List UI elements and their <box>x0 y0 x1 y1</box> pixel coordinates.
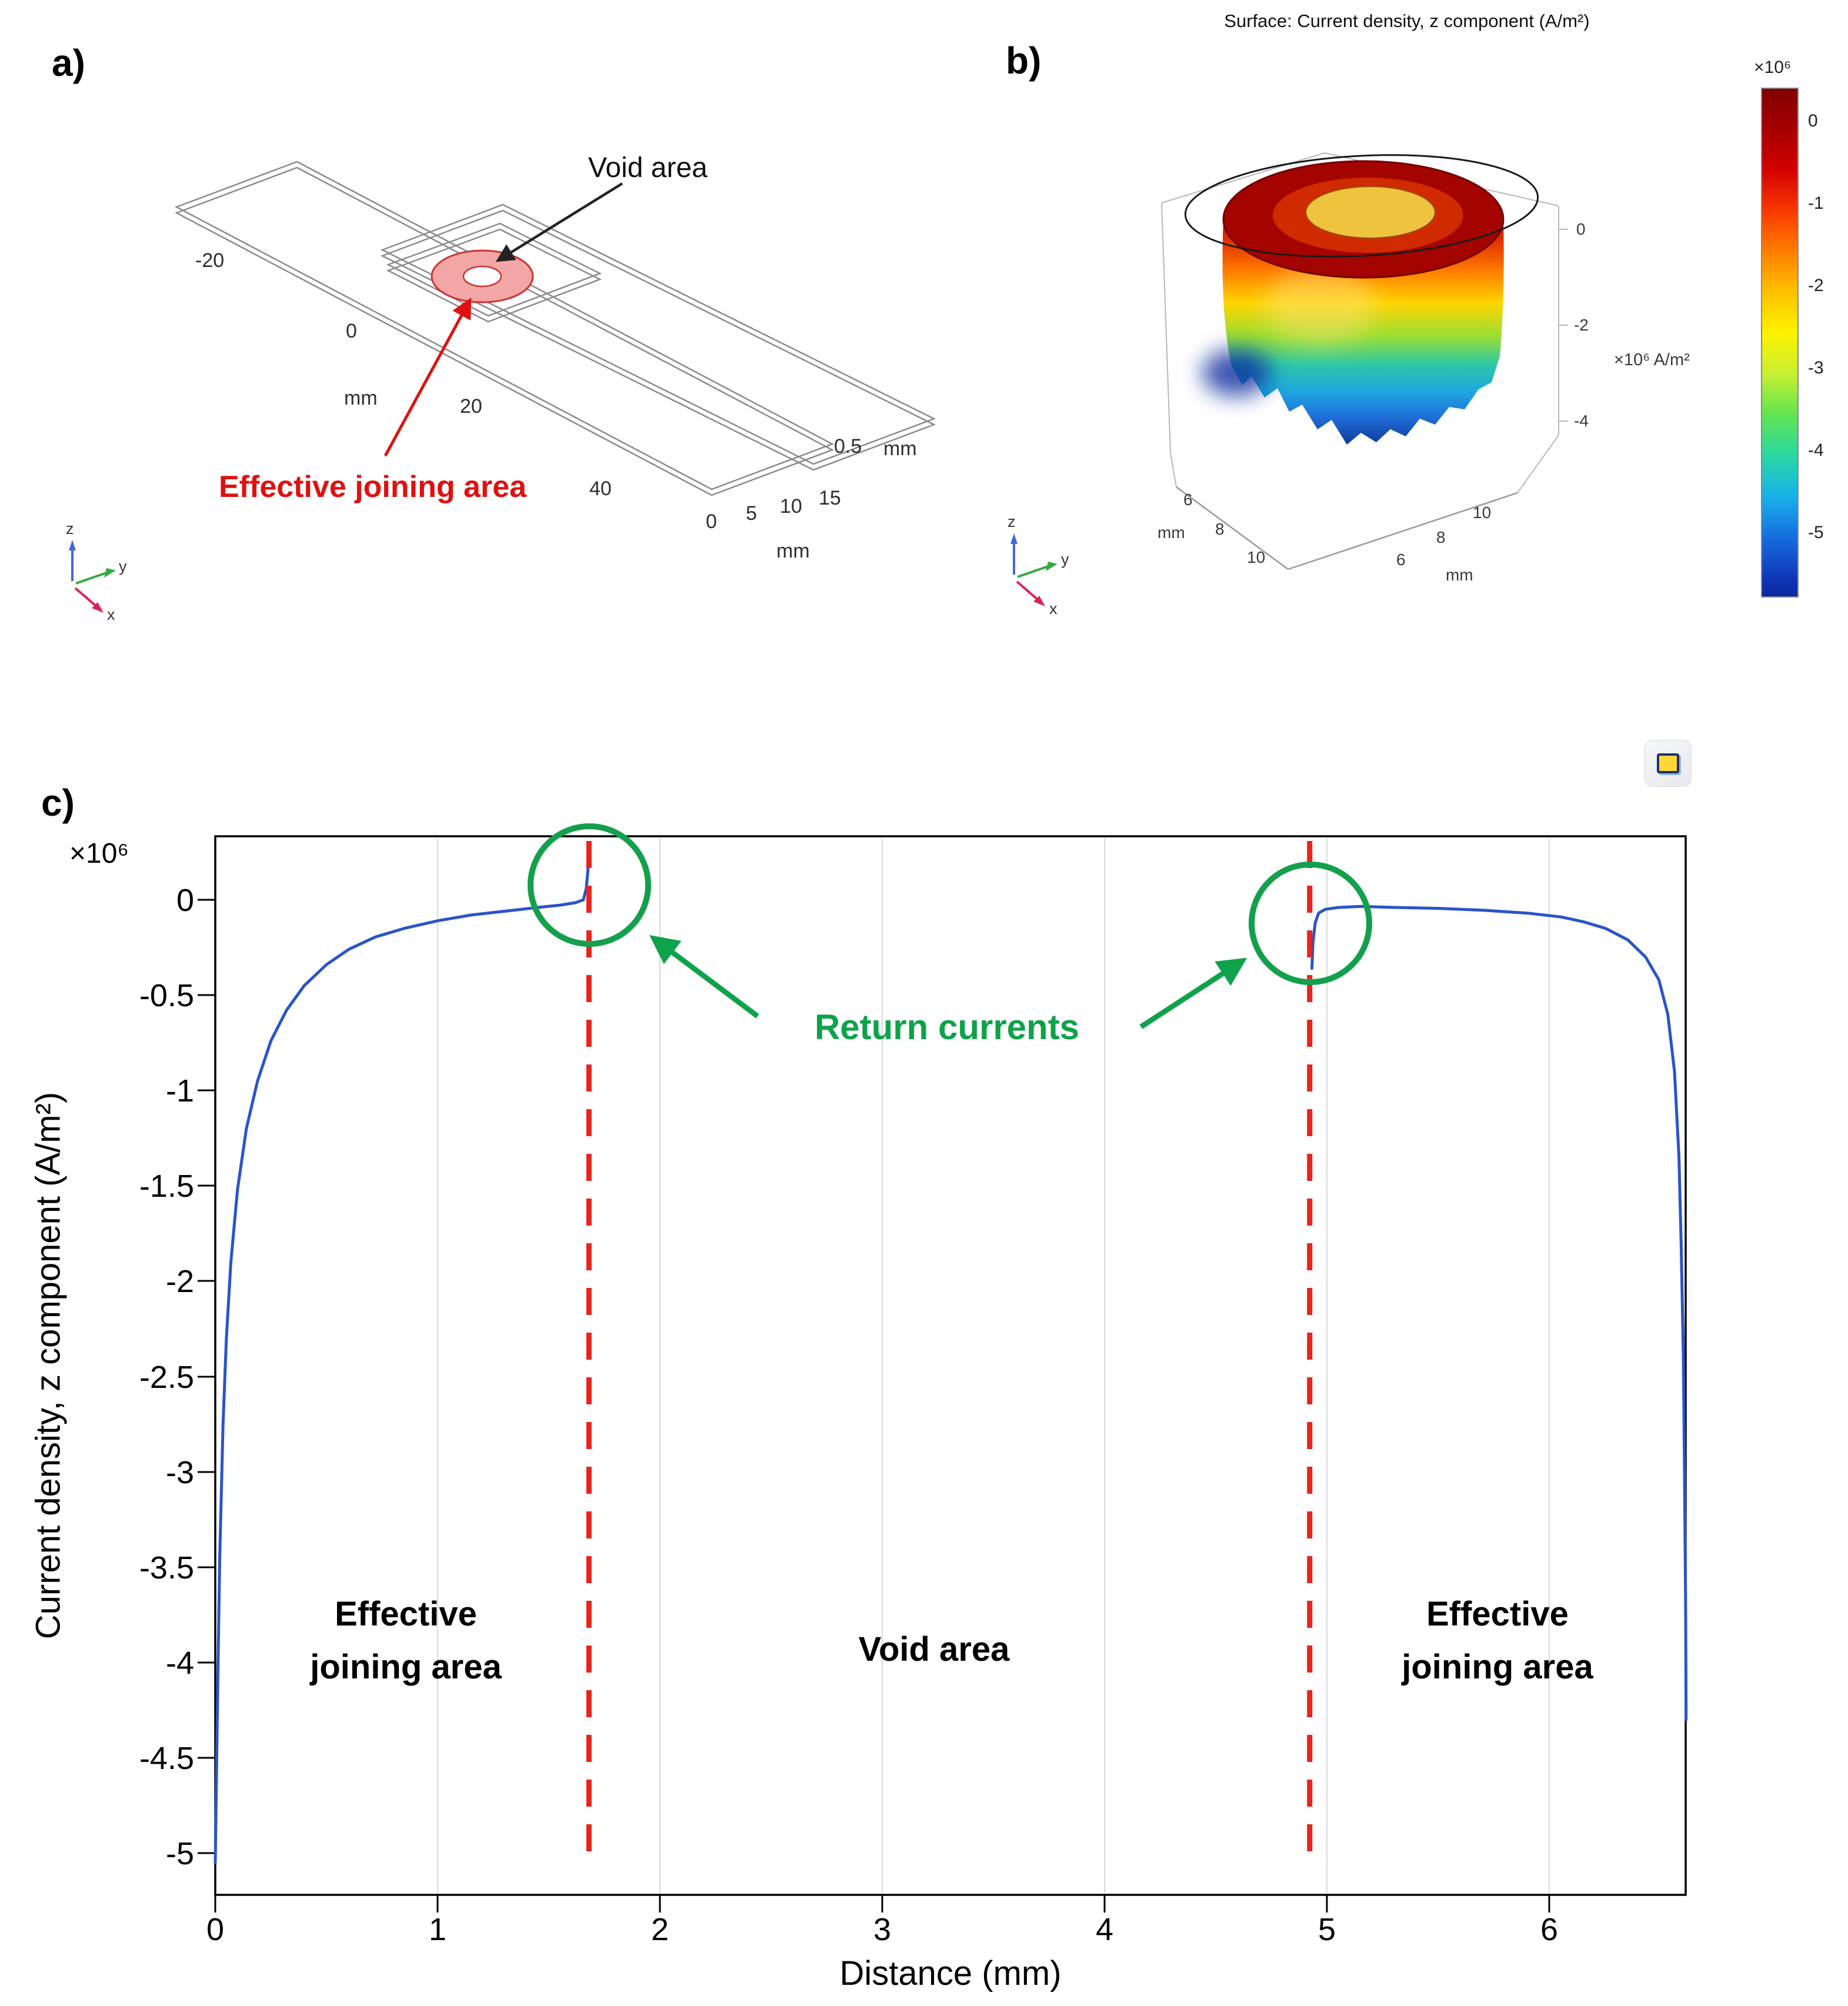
colorbar-tick--3: -3 <box>1808 358 1824 378</box>
return-current-arrow-right <box>1139 957 1247 1029</box>
effective-joining-area-label: Effective joining area <box>219 470 527 504</box>
panel-a-triad-z-label: z <box>66 520 74 538</box>
panel-c-plot-border <box>214 835 1687 1896</box>
panel-b-right-tick-8: 8 <box>1436 528 1446 546</box>
panel-c-ytick--2.5: -2.5 <box>139 1360 194 1395</box>
return-current-arrow-left <box>649 935 759 1019</box>
panel-b-ztick-0: 0 <box>1576 220 1586 238</box>
panel-b-right-tick-6: 6 <box>1396 550 1406 569</box>
effective-line1: Effective <box>335 1595 477 1633</box>
panel-c-ylabel: Current density, z component (A/m²) <box>29 1092 68 1640</box>
panel-a-effective-joining-area-marker <box>431 249 534 303</box>
panel-b-right-tick-10: 10 <box>1473 503 1492 522</box>
panel-a-triad-x-label: x <box>107 606 115 623</box>
panel-c-xtick-2: 2 <box>651 1912 669 1947</box>
panel-c-xtick-5: 5 <box>1317 1912 1336 1947</box>
effective-line2: joining area <box>1402 1647 1593 1686</box>
panel-b-z-axis-unit: ×10⁶ A/m² <box>1614 351 1690 369</box>
panel-b-right-axis-unit: mm <box>1446 566 1473 584</box>
current-density-curve <box>214 847 1688 1864</box>
effective-line1: Effective <box>1426 1595 1569 1633</box>
panel-c-ytick--1.5: -1.5 <box>139 1169 194 1204</box>
panel-b-left-axis-unit: mm <box>1157 523 1185 542</box>
panel-c-ytick--3.5: -3.5 <box>139 1550 194 1586</box>
panel-b-tag: b) <box>1006 39 1042 82</box>
panel-b-ztick--2: -2 <box>1574 316 1589 334</box>
void-boundary-lines <box>586 841 1313 1861</box>
effective-joining-area-annotation-left: Effective joining area <box>253 1588 559 1694</box>
void-area-arrow <box>495 182 623 262</box>
colorbar-tick--4: -4 <box>1808 440 1824 460</box>
effective-joining-area-arrow <box>383 297 472 457</box>
panel-c-y-exponent-label: ×10⁶ <box>69 838 129 869</box>
panel-c-ytick--1: -1 <box>165 1073 194 1109</box>
panel-c-xtick-4: 4 <box>1095 1912 1114 1947</box>
colorbar-tick--5: -5 <box>1808 523 1824 542</box>
panel-c-ticks <box>198 899 1550 1912</box>
panel-c-ytick--3: -3 <box>165 1455 194 1490</box>
panel-b-left-tick-8: 8 <box>1215 520 1225 538</box>
panel-a-long-axis-unit: mm <box>344 387 378 409</box>
curve-segment-0 <box>214 847 591 1864</box>
panel-a-long-tick-0: 0 <box>346 320 357 342</box>
panel-a-width-axis-unit: mm <box>776 540 810 562</box>
panel-b-surface-plot <box>1184 154 1539 445</box>
panel-a-width-tick-15: 15 <box>819 487 841 509</box>
scene-thumbnail-icon <box>1644 740 1692 787</box>
panel-c-ytick--4.5: -4.5 <box>139 1741 194 1776</box>
void-area-annotation: Void area <box>781 1623 1087 1676</box>
panel-b-triad-y-label: y <box>1061 550 1069 568</box>
panel-c-ytick--4: -4 <box>165 1645 194 1681</box>
panel-a-width-tick-5: 5 <box>746 502 757 525</box>
colorbar-tick-0: 0 <box>1808 111 1818 131</box>
panel-c-xtick-0: 0 <box>206 1912 225 1947</box>
panel-a-tag: a) <box>52 42 85 84</box>
panel-b-triad-x-label: x <box>1049 600 1058 618</box>
panel-c-xtick-1: 1 <box>428 1912 447 1947</box>
panel-c-gridlines <box>437 838 1550 1893</box>
panel-c-ytick--0.5: -0.5 <box>139 978 194 1013</box>
panel-c-ytick--2: -2 <box>165 1264 194 1299</box>
panel-a-long-tick-40: 40 <box>589 478 612 500</box>
panel-a-long-tick--20: -20 <box>195 249 225 272</box>
panel-a-width-tick-10: 10 <box>780 495 802 518</box>
colorbar <box>1761 88 1799 598</box>
void-area-label: Void area <box>588 152 708 183</box>
panel-b-annotation-ellipse <box>1184 154 1539 258</box>
panel-c-ytick-0: 0 <box>176 883 194 918</box>
return-current-circle-left <box>528 823 651 947</box>
panel-a-triad-y-label: y <box>119 558 127 575</box>
panel-c-xtick-6: 6 <box>1540 1912 1559 1947</box>
panel-c-ytick--5: -5 <box>165 1836 194 1871</box>
panel-b-triad-z-label: z <box>1008 513 1016 530</box>
cube-glyph <box>1657 753 1679 773</box>
effective-joining-area-annotation-right: Effective joining area <box>1345 1588 1650 1694</box>
panel-b-bottom-axes <box>1176 486 1518 570</box>
panel-a-triad <box>69 540 116 613</box>
panel-a-wireframe <box>174 161 936 496</box>
panel-b-triad <box>1010 533 1058 606</box>
panel-b-ztick--4: -4 <box>1574 412 1589 430</box>
return-currents-label: Return currents <box>814 1007 1080 1047</box>
effective-line2: joining area <box>310 1647 502 1686</box>
panel-b-title: Surface: Current density, z component (A… <box>1224 11 1590 31</box>
panel-a-long-tick-20: 20 <box>460 395 482 418</box>
panel-b-left-tick-6: 6 <box>1183 490 1193 509</box>
colorbar-exponent-label: ×10⁶ <box>1754 58 1792 77</box>
panel-c-tag: c) <box>41 782 75 824</box>
panel-b-left-tick-10: 10 <box>1247 548 1266 566</box>
colorbar-tick--2: -2 <box>1808 276 1824 295</box>
panel-a-thickness-unit: mm <box>883 438 917 460</box>
panel-a-thickness-value: 0.5 <box>834 435 862 458</box>
return-current-circle-right <box>1249 862 1372 985</box>
panel-c-xtick-3: 3 <box>873 1912 892 1947</box>
void-area-text: Void area <box>858 1630 1010 1668</box>
colorbar-tick--1: -1 <box>1808 193 1824 213</box>
panel-c-xlabel: Distance (mm) <box>839 1954 1062 1992</box>
panel-b-grid <box>1161 152 1568 493</box>
panel-a-width-tick-0: 0 <box>706 510 717 533</box>
